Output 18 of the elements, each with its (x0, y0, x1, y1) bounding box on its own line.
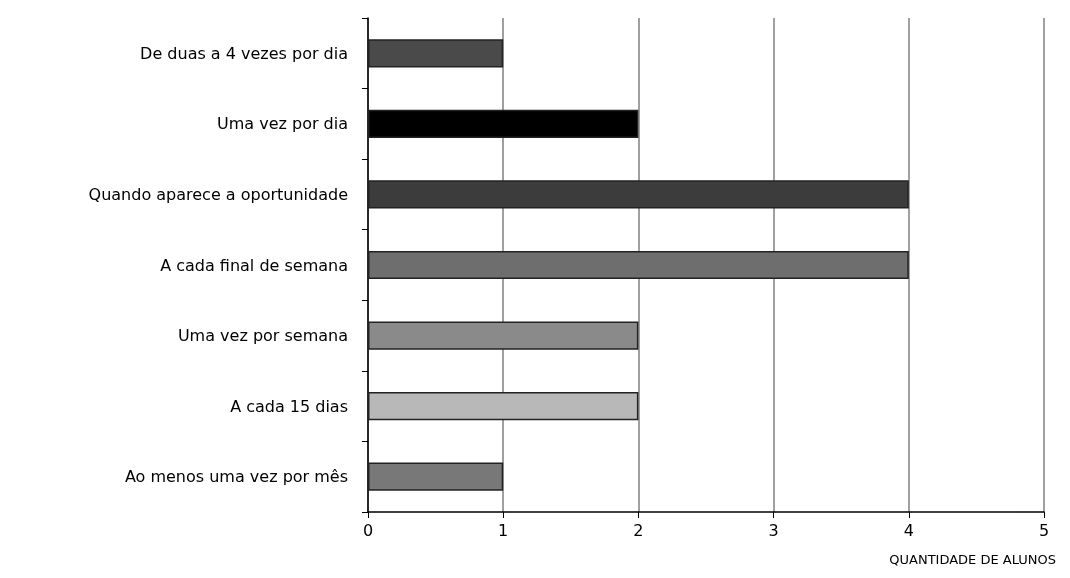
x-tick-label: 1 (498, 520, 509, 540)
bar (368, 39, 504, 68)
y-tick-label: De duas a 4 vezes por dia (140, 43, 348, 63)
y-tick-label: Uma vez por dia (217, 114, 348, 134)
bar (368, 392, 639, 421)
bar (368, 180, 909, 209)
x-axis-title: QUANTIDADE DE ALUNOS (889, 552, 1057, 567)
x-tick-label: 2 (633, 520, 644, 540)
y-tick-label: Quando aparece a oportunidade (88, 184, 348, 204)
x-tick-label: 5 (1038, 520, 1050, 540)
y-tick-label: Ao menos uma vez por mês (124, 467, 348, 487)
bar (368, 250, 909, 280)
x-tick-label: 3 (768, 520, 779, 540)
y-tick-label: Uma vez por semana (177, 326, 348, 346)
y-tick-label: A cada 15 dias (230, 396, 348, 416)
y-tick-label: A cada final de semana (160, 255, 348, 275)
x-tick-label: 0 (362, 520, 374, 540)
x-tick-label: 4 (903, 520, 914, 540)
